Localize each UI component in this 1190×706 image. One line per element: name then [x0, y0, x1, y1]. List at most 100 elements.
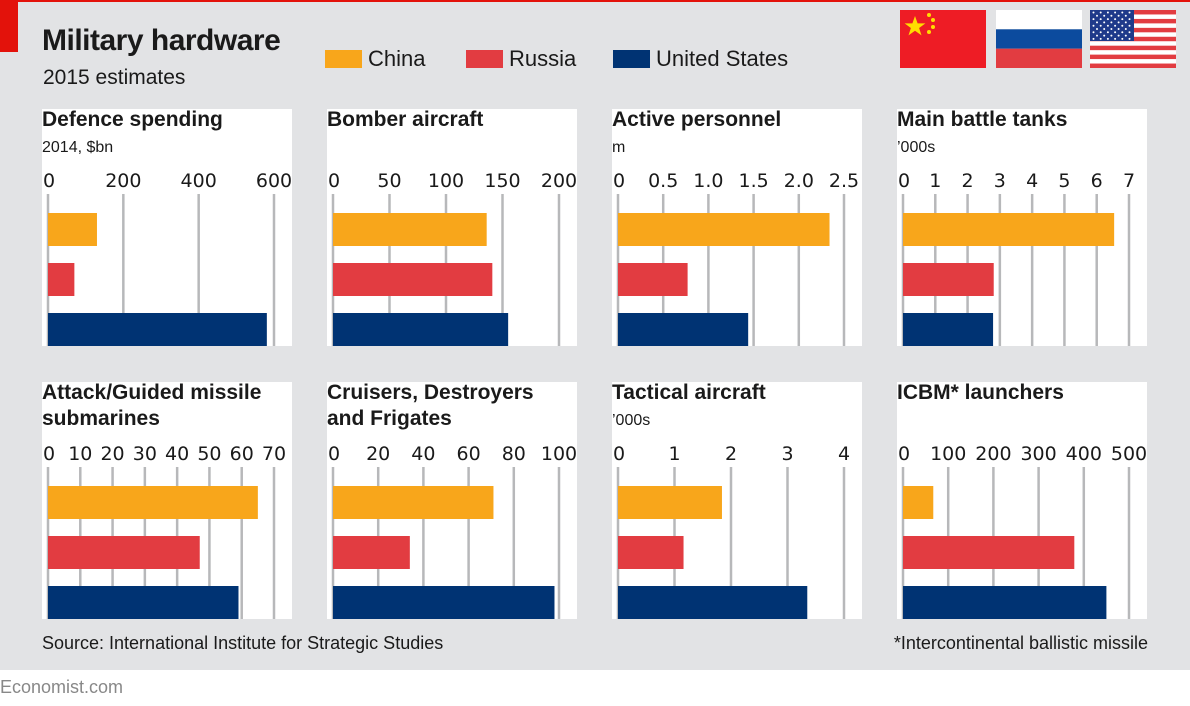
tick-label: 60 — [457, 443, 481, 465]
tick-label: 30 — [133, 443, 157, 465]
panel-title: Defence spending — [42, 108, 223, 131]
panel-title: Attack/Guided missile submarines — [42, 381, 262, 430]
chart-title: Military hardware — [42, 24, 281, 57]
tick-label: 3 — [781, 443, 793, 465]
tick-label: 0 — [328, 170, 340, 192]
tick-label: 500 — [1111, 443, 1147, 465]
bar-chart: 0 50 100 150 200 — [328, 170, 577, 346]
china-flag-icon — [900, 10, 986, 68]
tick-label: 60 — [230, 443, 254, 465]
bar-united-states — [618, 586, 808, 619]
bar-china — [48, 486, 258, 519]
legend-label-russia: Russia — [509, 46, 577, 71]
chart-subtitle: 2015 estimates — [43, 66, 186, 89]
bar-chart: 0 20 40 60 80 100 — [328, 443, 577, 619]
usa-flag-icon — [1090, 10, 1176, 68]
chart-panel: ICBM* launchers 0 100 200 300 400 500 — [897, 381, 1147, 619]
tick-label: 40 — [411, 443, 435, 465]
tick-label: 1.0 — [693, 170, 723, 192]
bar-china — [618, 486, 722, 519]
tick-label: 0 — [898, 170, 910, 192]
bar-russia — [903, 263, 994, 296]
bar-chart: 0 1 2 3 4 — [613, 443, 850, 619]
tick-label: 40 — [165, 443, 189, 465]
bar-united-states — [333, 586, 555, 619]
tick-label: 400 — [181, 170, 217, 192]
chart-panel: Defence spending 2014, $bn 0 200 400 600 — [42, 108, 292, 346]
chart-panel: Active personnel m 0 0.5 1.0 1.5 2.0 2.5 — [612, 108, 862, 346]
legend-item-russia: Russia — [466, 46, 576, 72]
bar-china — [618, 213, 830, 246]
tick-label: 200 — [541, 170, 577, 192]
tick-label: 2 — [962, 170, 974, 192]
tick-label: 70 — [262, 443, 286, 465]
panel-unit: 2014, $bn — [42, 139, 114, 156]
bar-united-states — [903, 586, 1107, 619]
tick-label: 300 — [1020, 443, 1056, 465]
legend-label-china: China — [368, 46, 426, 71]
tick-label: 0 — [328, 443, 340, 465]
tick-label: 5 — [1058, 170, 1070, 192]
panel-title: Main battle tanks — [897, 108, 1068, 131]
legend-swatch-china — [325, 50, 362, 68]
tick-label: 0 — [613, 443, 625, 465]
bar-russia — [618, 263, 688, 296]
tick-label: 100 — [541, 443, 577, 465]
tick-label: 1.5 — [738, 170, 768, 192]
bar-russia — [333, 263, 493, 296]
panel-unit: m — [612, 139, 626, 156]
panel-title: Tactical aircraft — [612, 381, 766, 404]
tick-label: 100 — [428, 170, 464, 192]
bar-united-states — [333, 313, 509, 346]
bar-russia — [48, 536, 200, 569]
bar-china — [48, 213, 97, 246]
panel-title: Cruisers, Destroyers and Frigates — [327, 381, 534, 430]
bar-china — [333, 486, 494, 519]
tick-label: 10 — [68, 443, 92, 465]
bar-chart: 0 0.5 1.0 1.5 2.0 2.5 — [613, 170, 859, 346]
bar-china — [903, 213, 1115, 246]
tick-label: 4 — [838, 443, 850, 465]
chart-panel: Cruisers, Destroyers and Frigates 0 20 40 60… — [327, 381, 577, 619]
tick-label: 0 — [43, 443, 55, 465]
top-accent-line — [0, 0, 1190, 2]
tick-label: 50 — [197, 443, 221, 465]
tick-label: 1 — [668, 443, 680, 465]
panel-title: Active personnel — [612, 108, 782, 131]
tick-label: 2.5 — [829, 170, 859, 192]
tick-label: 80 — [502, 443, 526, 465]
legend-item-united-states: United States — [613, 46, 788, 72]
tick-label: 400 — [1066, 443, 1102, 465]
bar-chart: 0 200 400 600 — [43, 170, 292, 346]
tick-label: 1 — [929, 170, 941, 192]
tick-label: 150 — [484, 170, 520, 192]
bar-china — [333, 213, 487, 246]
tick-label: 100 — [930, 443, 966, 465]
bar-china — [903, 486, 934, 519]
tick-label: 20 — [100, 443, 124, 465]
legend-swatch-russia — [466, 50, 503, 68]
chart-panel: Bomber aircraft 0 50 100 150 200 — [327, 108, 577, 346]
bar-russia — [48, 263, 75, 296]
chart-panel: Attack/Guided missile submarines 0 10 20 30 4… — [42, 381, 292, 619]
bar-united-states — [618, 313, 749, 346]
chart-panel: Main battle tanks ’000s 0 1 2 3 4 5 6 7 — [897, 108, 1147, 346]
source-note: Source: International Institute for Stra… — [42, 633, 444, 653]
tick-label: 0 — [43, 170, 55, 192]
bar-united-states — [903, 313, 994, 346]
bar-chart: 0 10 20 30 40 50 60 70 — [43, 443, 286, 619]
russia-flag-icon — [996, 10, 1082, 68]
tick-label: 4 — [1026, 170, 1038, 192]
tick-label: 200 — [105, 170, 141, 192]
legend-item-china: China — [325, 46, 425, 72]
economist-red-tag — [0, 0, 18, 52]
tick-label: 2.0 — [784, 170, 814, 192]
tick-label: 0 — [898, 443, 910, 465]
tick-label: 3 — [994, 170, 1006, 192]
brand-link[interactable]: Economist.com — [0, 677, 124, 697]
bar-russia — [333, 536, 410, 569]
bar-chart: 0 100 200 300 400 500 — [898, 443, 1147, 619]
tick-label: 20 — [366, 443, 390, 465]
bar-russia — [903, 536, 1075, 569]
